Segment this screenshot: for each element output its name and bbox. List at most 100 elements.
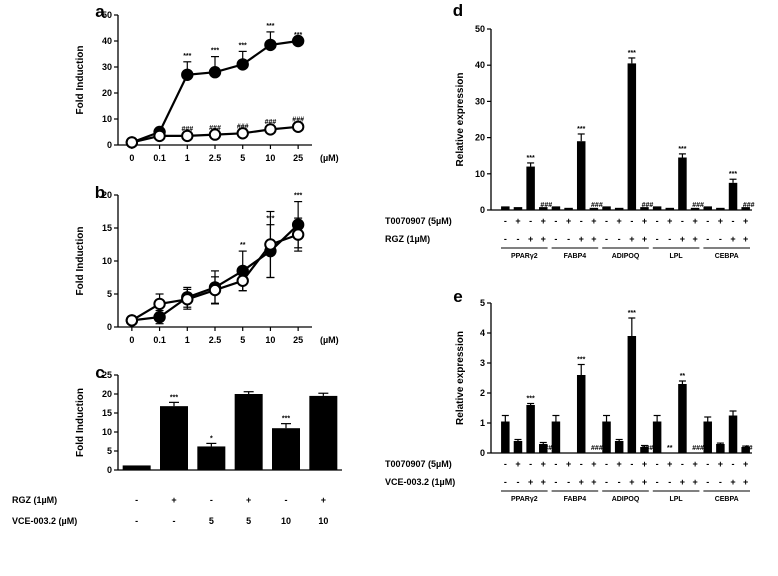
significance-label: **: [667, 445, 673, 452]
bar: [741, 447, 750, 453]
y-tick-label: 20: [102, 190, 112, 200]
data-point-open: [208, 283, 222, 297]
data-point-open: [153, 129, 166, 143]
bar: [539, 207, 548, 210]
y-tick-label: 25: [102, 370, 112, 380]
bar: [640, 207, 649, 210]
condition-value: -: [580, 216, 583, 226]
significance-label: ###: [292, 117, 304, 124]
x-tick-label: 0.1: [153, 335, 166, 345]
condition-value: -: [681, 459, 684, 469]
significance-label: ###: [642, 202, 654, 209]
condition-row-label: VCE-003.2 (1µM): [385, 477, 455, 487]
condition-value: +: [629, 234, 634, 244]
y-axis-label: Relative expression: [455, 73, 466, 167]
significance-label: ***: [294, 32, 302, 39]
y-tick-label: 15: [102, 408, 112, 418]
y-tick-label: 4: [480, 328, 485, 338]
significance-label: ###: [591, 202, 603, 209]
bar: [652, 206, 662, 210]
bar: [602, 206, 611, 210]
bar: [665, 207, 675, 210]
bar: [627, 336, 637, 453]
gene-label: ADIPOQ: [612, 496, 640, 503]
y-tick-label: 0: [480, 448, 485, 458]
condition-value: +: [171, 495, 176, 505]
significance-label: ***: [729, 171, 737, 178]
panel-label-a: a: [95, 2, 105, 21]
gene-label: LPL: [669, 253, 683, 260]
condition-value: +: [321, 495, 326, 505]
bar: [741, 207, 750, 210]
data-point-open: [236, 274, 249, 287]
condition-value: +: [541, 234, 546, 244]
condition-value: +: [718, 216, 723, 226]
bar: [652, 421, 662, 453]
condition-value: +: [667, 216, 672, 226]
bar: [640, 447, 649, 453]
condition-value: +: [743, 477, 748, 487]
condition-value: +: [743, 216, 748, 226]
condition-value: 5: [246, 516, 251, 526]
panel-label-e: e: [453, 287, 462, 306]
data-point-open: [264, 123, 277, 136]
condition-value: 10: [281, 516, 291, 526]
y-tick-label: 40: [102, 36, 112, 46]
condition-value: +: [730, 234, 735, 244]
bar: [576, 141, 586, 210]
significance-label: ###: [591, 445, 603, 452]
bar: [501, 206, 510, 210]
condition-value: -: [567, 477, 570, 487]
condition-value: +: [642, 459, 647, 469]
condition-value: -: [285, 495, 288, 505]
condition-value: +: [579, 234, 584, 244]
bar: [728, 415, 738, 453]
condition-value: -: [668, 234, 671, 244]
condition-row-label: VCE-003.2 (µM): [12, 516, 77, 526]
condition-value: +: [718, 459, 723, 469]
condition-value: +: [743, 234, 748, 244]
data-point-open: [181, 129, 194, 143]
y-tick-label: 2: [480, 388, 485, 398]
x-tick-label: 0: [129, 153, 134, 163]
y-tick-label: 0: [107, 322, 112, 332]
condition-value: -: [732, 216, 735, 226]
condition-value: -: [618, 477, 621, 487]
condition-row-label: RGZ (1µM): [385, 234, 430, 244]
y-tick-label: 10: [102, 256, 112, 266]
condition-value: +: [591, 477, 596, 487]
condition-value: 10: [318, 516, 328, 526]
y-tick-label: 0: [107, 140, 112, 150]
y-tick-label: 20: [475, 133, 485, 143]
significance-label: ***: [183, 53, 191, 60]
condition-value: +: [515, 459, 520, 469]
bar: [513, 207, 523, 210]
bar: [526, 166, 535, 210]
x-unit-label: (µM): [320, 335, 339, 345]
condition-value: -: [135, 495, 138, 505]
condition-value: +: [591, 459, 596, 469]
condition-value: +: [528, 234, 533, 244]
condition-value: +: [591, 234, 596, 244]
data-point-open: [291, 120, 305, 134]
significance-label: *: [719, 445, 722, 452]
y-tick-label: 30: [102, 62, 112, 72]
significance-label: ***: [239, 42, 247, 49]
condition-value: -: [554, 459, 557, 469]
data-point-open: [125, 136, 139, 149]
x-tick-label: 0.1: [153, 153, 166, 163]
y-tick-label: 5: [107, 446, 112, 456]
condition-value: +: [246, 495, 251, 505]
y-tick-label: 5: [107, 289, 112, 299]
significance-label: ###: [743, 202, 755, 209]
condition-value: -: [529, 459, 532, 469]
condition-value: -: [554, 216, 557, 226]
significance-label: ###: [642, 445, 654, 452]
bar: [703, 206, 712, 210]
significance-label: ***: [170, 394, 178, 401]
condition-value: +: [692, 216, 697, 226]
x-unit-label: (µM): [320, 153, 339, 163]
significance-label: ###: [237, 124, 249, 131]
condition-value: +: [629, 477, 634, 487]
